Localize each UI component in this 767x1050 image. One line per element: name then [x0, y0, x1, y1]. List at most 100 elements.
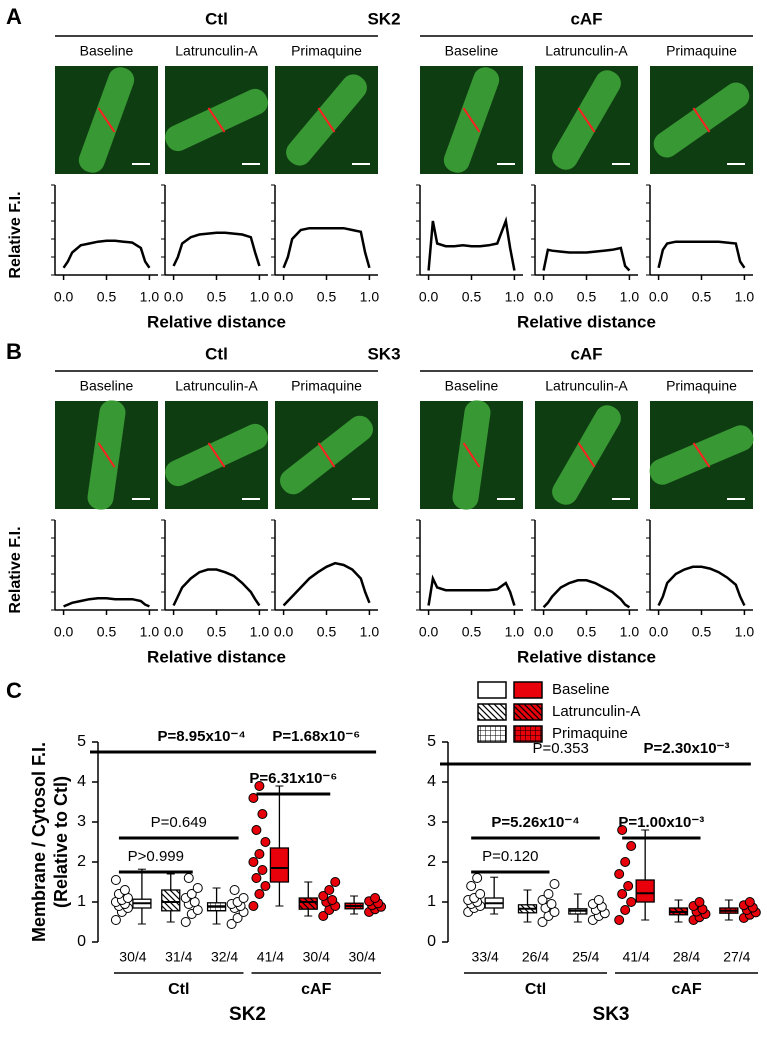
y-tick-label: 2 [427, 853, 436, 870]
panel-letter: C [6, 678, 22, 703]
data-point [330, 877, 341, 887]
data-point [694, 897, 705, 907]
x-tick-label: 0.0 [54, 624, 74, 640]
box [635, 879, 655, 903]
x-tick-label: 0.0 [54, 289, 74, 305]
data-point [617, 825, 628, 835]
data-point [537, 895, 548, 905]
x-axis-title: Relative distance [517, 312, 656, 331]
line-scan [692, 442, 711, 468]
data-point [238, 893, 249, 903]
legend-swatch [477, 681, 507, 699]
condition-label: Baseline [80, 378, 134, 394]
data-point [614, 869, 625, 879]
data-point [232, 913, 243, 923]
legend-label: Primaquine [552, 725, 628, 742]
line-scan [462, 107, 481, 133]
data-point [254, 889, 265, 899]
data-point [626, 841, 637, 851]
data-point [183, 873, 194, 883]
x-tick-label: 0.5 [317, 624, 337, 640]
x-tick-label: 1.0 [250, 289, 270, 305]
mean-profile [282, 226, 371, 269]
mean-profile [427, 216, 516, 271]
data-point [229, 885, 240, 895]
n-label: 30/4 [303, 949, 330, 965]
group-header: cAF [570, 344, 602, 363]
data-point [626, 897, 637, 907]
x-tick-label: 1.0 [140, 289, 160, 305]
x-tick-label: 1.0 [735, 624, 755, 640]
data-point [327, 895, 338, 905]
group-label: cAF [301, 981, 331, 998]
condition-label: Baseline [445, 378, 499, 394]
y-tick-label: 3 [427, 813, 436, 830]
condition-label: Latrunculin-A [175, 43, 258, 59]
x-tick-label: 0.5 [692, 289, 712, 305]
x-axis-title: Relative distance [147, 647, 286, 666]
box [269, 847, 290, 883]
x-tick-label: 0.0 [164, 624, 184, 640]
group-header: Ctl [205, 344, 228, 363]
legend-swatch [477, 703, 507, 721]
data-point [324, 885, 335, 895]
x-tick-label: 1.0 [735, 289, 755, 305]
y-axis-title: Membrane / Cytosol F.I. [29, 742, 49, 942]
condition-label: Primaquine [291, 378, 362, 394]
p-value: P=8.95x10⁻⁴ [158, 728, 246, 745]
data-point [248, 901, 259, 911]
n-label: 26/4 [522, 949, 549, 965]
y-axis-title: Relative F.I. [7, 191, 24, 278]
chart-title: SK2 [229, 1004, 266, 1025]
x-tick-label: 1.0 [620, 289, 640, 305]
x-axis-title: Relative distance [147, 312, 286, 331]
condition-label: Primaquine [666, 378, 737, 394]
line-scan [577, 107, 596, 133]
line-scan [462, 442, 481, 468]
y-tick-label: 1 [427, 893, 436, 910]
x-tick-label: 1.0 [505, 289, 525, 305]
mean-profile [172, 568, 261, 607]
x-tick-label: 1.0 [140, 624, 160, 640]
mean-profile [172, 231, 261, 267]
channel-label: SK3 [367, 344, 400, 363]
n-label: 30/4 [119, 949, 146, 965]
group-label: cAF [671, 981, 701, 998]
y-axis-title: (Relative to Ctl) [51, 776, 71, 908]
p-value: P=0.120 [482, 848, 538, 865]
mean-profile [542, 246, 631, 272]
group-header: Ctl [205, 9, 228, 28]
panel-letter: B [6, 339, 22, 364]
x-tick-label: 0.0 [164, 289, 184, 305]
y-tick-label: 0 [427, 933, 436, 950]
x-tick-label: 0.5 [207, 289, 227, 305]
p-value: P=0.353 [533, 740, 589, 757]
p-value: P=1.00x10⁻³ [618, 814, 704, 831]
data-point [251, 873, 262, 883]
data-point [620, 857, 631, 867]
x-tick-label: 1.0 [505, 624, 525, 640]
n-label: 32/4 [211, 949, 238, 965]
p-value: P=1.68x10⁻⁶ [272, 728, 360, 745]
line-scan [317, 107, 336, 133]
n-label: 33/4 [472, 949, 499, 965]
data-point [260, 837, 271, 847]
y-tick-label: 2 [77, 853, 86, 870]
n-label: 25/4 [572, 949, 599, 965]
condition-label: Baseline [80, 43, 134, 59]
x-tick-label: 0.5 [462, 289, 482, 305]
group-label: Ctl [168, 981, 189, 998]
x-tick-label: 0.0 [274, 624, 294, 640]
data-point [617, 889, 628, 899]
data-point [248, 857, 259, 867]
y-tick-label: 1 [77, 893, 86, 910]
x-tick-label: 0.5 [577, 289, 597, 305]
mean-profile [282, 561, 371, 607]
line-scan [97, 107, 116, 133]
y-tick-label: 4 [427, 773, 436, 790]
group-header: cAF [570, 9, 602, 28]
n-label: 41/4 [623, 949, 650, 965]
data-point [248, 793, 259, 803]
n-label: 41/4 [257, 949, 284, 965]
